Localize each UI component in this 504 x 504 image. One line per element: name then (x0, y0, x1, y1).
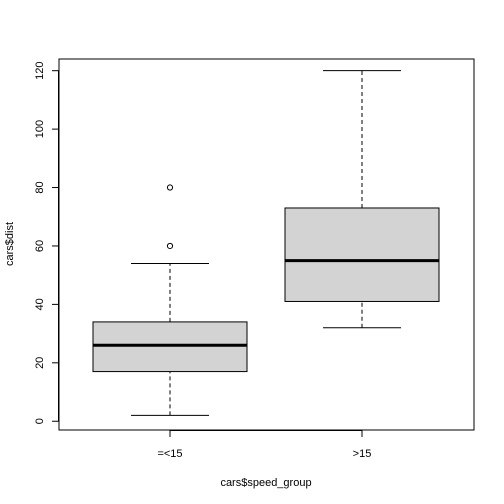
x-tick-label: >15 (353, 448, 372, 460)
y-tick-label: 120 (34, 62, 46, 80)
x-axis-title: cars$speed_group (220, 477, 311, 489)
iqr-box (284, 207, 440, 302)
y-tick-label: 20 (34, 357, 46, 369)
outlier-point (166, 242, 174, 250)
box-group (284, 70, 440, 329)
y-axis: 0 20 40 60 80 100 120 (34, 62, 59, 424)
y-axis-title: cars$dist (4, 222, 16, 266)
box-group (92, 184, 248, 416)
y-tick-label: 100 (34, 120, 46, 138)
x-axis: =<15 >15 (157, 430, 371, 460)
x-tick-label: =<15 (157, 448, 182, 460)
boxes-layer (92, 70, 440, 416)
y-tick-label: 40 (34, 298, 46, 310)
y-tick-label: 80 (34, 181, 46, 193)
y-tick-label: 0 (34, 418, 46, 424)
outlier-point (166, 184, 174, 191)
y-tick-label: 60 (34, 240, 46, 252)
